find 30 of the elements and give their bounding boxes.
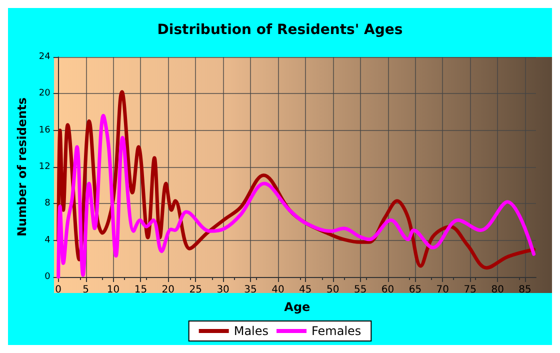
x-tick-label: 15 [134, 284, 148, 296]
x-tick-label: 50 [326, 284, 340, 296]
y-tick-label: 16 [38, 125, 51, 136]
x-tick-label: 35 [244, 284, 257, 296]
y-tick-label: 12 [38, 162, 50, 172]
x-tick-label: 25 [189, 284, 202, 296]
x-tick-label: 60 [381, 284, 394, 296]
y-tick-label: 8 [44, 198, 51, 209]
x-tick-label: 20 [162, 284, 175, 296]
x-tick-label: 5 [82, 284, 89, 296]
x-tick-label: 70 [436, 284, 450, 296]
y-tick-label: 0 [44, 272, 51, 282]
y-tick-label: 20 [38, 88, 51, 99]
legend-label: Females [312, 324, 362, 338]
y-tick-label: 24 [38, 52, 51, 62]
x-tick-label: 80 [491, 284, 504, 296]
x-tick-label: 75 [464, 284, 476, 296]
chart-title: Distribution of Residents' Ages [157, 22, 403, 38]
x-tick-label: 40 [272, 284, 284, 296]
y-tick-label: 4 [44, 235, 51, 246]
x-tick-label: 65 [408, 284, 422, 296]
x-tick-label: 0 [55, 284, 62, 296]
x-tick-label: 55 [354, 284, 367, 296]
x-tick-label: 45 [299, 284, 312, 296]
x-tick-label: 10 [106, 284, 120, 296]
x-tick-label: 85 [518, 284, 532, 296]
x-axis-title: Age [284, 300, 310, 314]
y-axis-title: Number of residents [15, 97, 29, 237]
x-tick-label: 30 [216, 284, 230, 296]
legend-label: Males [234, 324, 269, 338]
